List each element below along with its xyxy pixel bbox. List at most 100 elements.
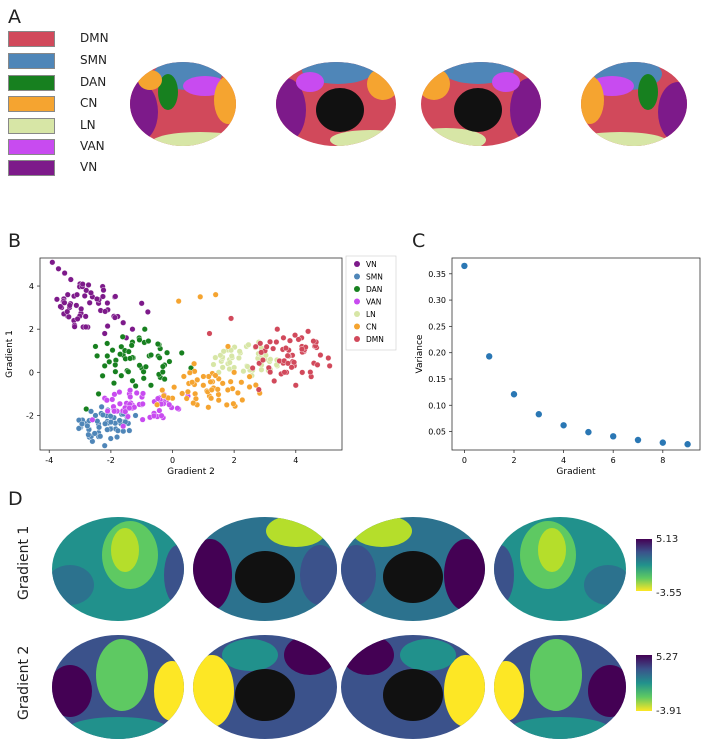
scatter-point-dan	[164, 349, 171, 356]
g2-lateral-left	[52, 635, 184, 739]
scatter-point-cn	[223, 401, 230, 408]
scatter-legend: VN SMN DAN VAN LN CN DMN	[345, 255, 397, 351]
scatter-point-smn	[101, 442, 108, 449]
scatter-point-vn	[112, 293, 119, 300]
legend-swatch	[8, 139, 55, 155]
scatter-point-vn	[82, 313, 89, 320]
scatter-point-dan	[125, 348, 132, 355]
legend-marker	[354, 273, 360, 280]
scatter-point-dmn	[257, 340, 264, 347]
scatter-point-cn	[191, 360, 198, 367]
scatter-point-ln	[244, 363, 251, 370]
scatter-point-cn	[208, 395, 215, 402]
scatter-point-vn	[55, 265, 62, 272]
legend-swatch	[8, 53, 55, 69]
scatter-point-smn	[104, 426, 111, 433]
y-tick-label: 0.25	[428, 322, 446, 331]
legend-swatch	[8, 96, 55, 112]
colorbar-1-max: 5.13	[656, 534, 679, 545]
g1-lateral-left	[52, 517, 184, 621]
g1-medial-right	[341, 517, 485, 621]
scatter-point-dan	[118, 372, 125, 379]
x-axis-label: Gradient	[556, 467, 596, 477]
scatter-point-cn	[160, 392, 167, 399]
legend-label: VN	[80, 160, 98, 174]
y-tick-label: 2	[29, 325, 34, 334]
scatter-point-cn	[224, 386, 231, 393]
scatter-point-smn	[75, 425, 82, 432]
scatter-point-ln	[267, 356, 274, 363]
scatter-point-van	[156, 407, 163, 414]
scatter-point-cn	[190, 400, 197, 407]
scatter-point-smn	[107, 413, 114, 420]
scatter-point-smn	[98, 403, 105, 410]
scatter-point-dmn	[292, 332, 299, 339]
scatter-point-van	[166, 401, 173, 408]
scatter-point-vn	[64, 308, 71, 315]
scatter-point-cn	[246, 383, 253, 390]
scatter-point-dmn	[286, 337, 293, 344]
scatter-point-vn	[138, 300, 145, 307]
scatter-point-cn	[154, 401, 161, 408]
scatter-point-van	[103, 397, 110, 404]
scatter-point-cn	[183, 395, 190, 402]
scatter-point-dmn	[263, 343, 270, 350]
variance-scatter-chart: 0 2 4 6 8 0.05 0.10 0.15 0.20 0.25 0.30 0.35 Gradie…	[415, 257, 701, 477]
scatter-point-cn	[224, 343, 231, 350]
scatter-point-cn	[212, 372, 219, 379]
scatter-point-dmn	[259, 357, 266, 364]
scatter-point-cn	[219, 380, 226, 387]
row-label-gradient-1: Gradient 1	[16, 525, 32, 600]
scatter-point-smn	[114, 434, 121, 441]
variance-point	[461, 262, 468, 270]
scatter-point-van	[158, 412, 165, 419]
lateral-right-brain	[581, 62, 687, 146]
scatter-point-dmn	[282, 345, 289, 352]
row-label-gradient-2: Gradient 2	[16, 645, 32, 720]
scatter-point-dan	[159, 363, 166, 370]
scatter-point-van	[154, 395, 161, 402]
y-tick-label: 0.20	[428, 349, 446, 358]
y-axis-label: Variance	[415, 334, 425, 373]
scatter-point-cn	[215, 391, 222, 398]
variance-point	[684, 441, 691, 448]
scatter-point-smn	[102, 420, 109, 427]
scatter-point-dan	[101, 362, 108, 369]
scatter-point-smn	[92, 412, 99, 419]
scatter-point-vn	[74, 315, 81, 322]
plot-frame	[451, 257, 701, 451]
scatter-point-vn	[81, 292, 88, 299]
y-tick-label: 0.30	[428, 296, 446, 305]
legend-label: SMN	[366, 273, 383, 282]
scatter-point-cn	[205, 404, 212, 411]
scatter-point-van	[104, 408, 111, 415]
scatter-point-dan	[104, 340, 111, 347]
scatter-point-vn	[73, 302, 80, 309]
scatter-point-cn	[238, 379, 245, 386]
scatter-point-smn	[116, 417, 123, 424]
scatter-point-vn	[82, 323, 89, 330]
legend-label: LN	[366, 310, 376, 319]
scatter-point-vn	[61, 270, 68, 277]
scatter-point-cn	[192, 395, 199, 402]
scatter-point-dan	[148, 352, 155, 359]
scatter-point-vn	[129, 326, 136, 333]
scatter-point-van	[111, 391, 118, 398]
scatter-point-dmn	[273, 339, 280, 346]
g1-lateral-right	[494, 517, 626, 621]
scatter-point-smn	[114, 427, 121, 434]
scatter-point-ln	[228, 353, 235, 360]
panel-label-d: D	[8, 488, 23, 510]
scatter-point-smn	[85, 431, 92, 438]
scatter-point-dmn	[295, 336, 302, 343]
y-tick-label: 0	[29, 368, 34, 377]
x-tick-label: -4	[45, 456, 53, 465]
variance-point	[486, 353, 493, 360]
medial-left-brain	[276, 62, 396, 146]
scatter-point-vn	[104, 323, 111, 330]
scatter-point-cn	[159, 387, 166, 394]
scatter-point-dan	[99, 372, 106, 379]
scatter-point-dmn	[317, 352, 324, 359]
scatter-point-dmn	[288, 364, 295, 371]
scatter-point-cn	[252, 382, 259, 389]
